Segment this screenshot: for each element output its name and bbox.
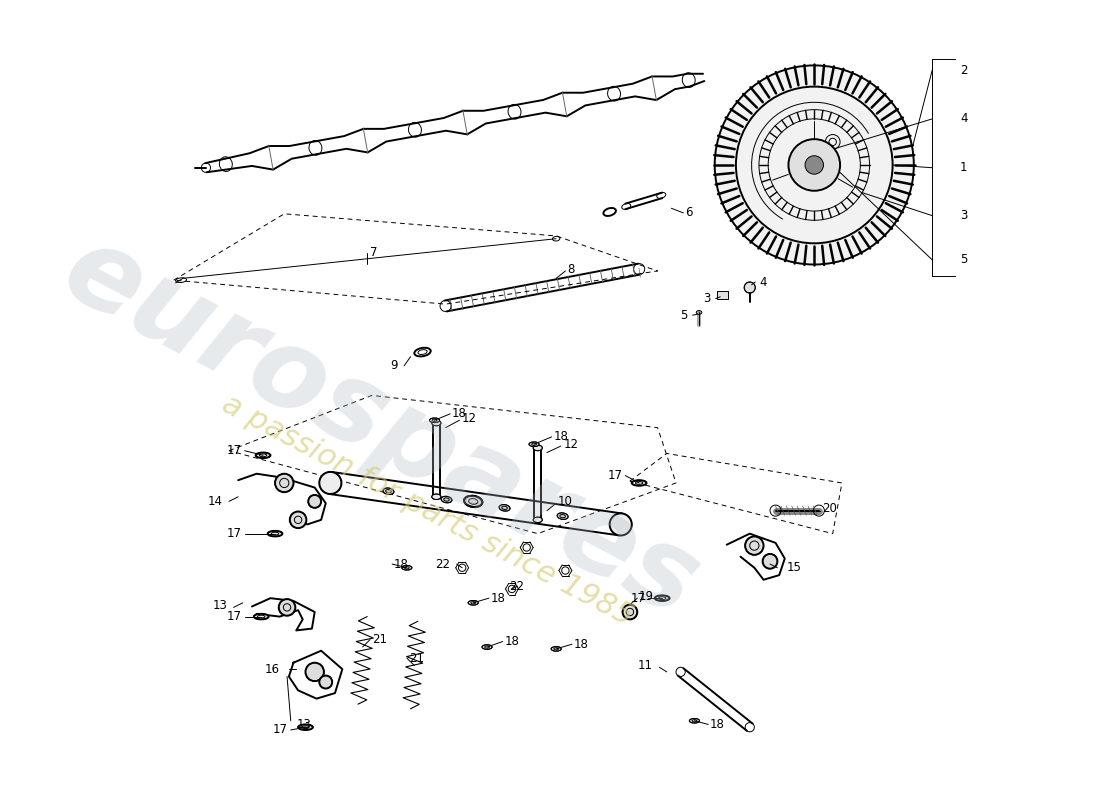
Ellipse shape — [551, 646, 561, 651]
Circle shape — [745, 282, 756, 293]
Text: 21: 21 — [409, 651, 424, 665]
Text: 12: 12 — [563, 438, 579, 450]
Text: 13: 13 — [212, 599, 227, 612]
Ellipse shape — [464, 496, 483, 507]
Text: 11: 11 — [638, 659, 653, 672]
Text: 8: 8 — [568, 262, 574, 276]
Text: 17: 17 — [227, 444, 242, 457]
Text: 14: 14 — [208, 495, 222, 508]
Text: 2: 2 — [960, 63, 967, 77]
Text: 4: 4 — [960, 112, 967, 126]
Text: 17: 17 — [227, 527, 242, 540]
Ellipse shape — [255, 453, 271, 458]
Text: 22: 22 — [509, 580, 524, 593]
Text: 5: 5 — [680, 309, 688, 322]
Text: a passion for parts since 1985: a passion for parts since 1985 — [217, 390, 638, 632]
Circle shape — [278, 599, 295, 616]
Text: 9: 9 — [390, 359, 397, 372]
Text: 20: 20 — [822, 502, 836, 515]
Circle shape — [319, 675, 332, 689]
Ellipse shape — [319, 472, 341, 494]
Text: 22: 22 — [436, 558, 450, 570]
Ellipse shape — [654, 595, 670, 601]
Polygon shape — [716, 291, 727, 298]
Text: 17: 17 — [273, 723, 288, 737]
Ellipse shape — [557, 513, 568, 519]
Ellipse shape — [383, 488, 394, 494]
Text: 17: 17 — [227, 610, 242, 623]
Text: 10: 10 — [558, 495, 573, 508]
Text: 18: 18 — [505, 635, 519, 648]
Text: 18: 18 — [452, 407, 466, 420]
Text: 17: 17 — [630, 592, 646, 605]
Ellipse shape — [529, 442, 539, 446]
Ellipse shape — [469, 601, 478, 605]
Text: 17: 17 — [607, 469, 623, 482]
Text: 18: 18 — [394, 558, 409, 570]
Text: 5: 5 — [960, 254, 967, 266]
Text: 19: 19 — [639, 590, 654, 603]
Circle shape — [745, 537, 763, 555]
Text: 4: 4 — [759, 275, 767, 289]
Text: 15: 15 — [786, 562, 802, 574]
Ellipse shape — [609, 514, 631, 535]
Ellipse shape — [534, 445, 542, 450]
Circle shape — [308, 495, 321, 508]
Ellipse shape — [267, 531, 283, 537]
Text: 1: 1 — [960, 162, 967, 174]
Text: 12: 12 — [462, 412, 477, 425]
Text: 18: 18 — [711, 718, 725, 731]
Text: 18: 18 — [491, 592, 506, 605]
Ellipse shape — [431, 420, 441, 426]
Ellipse shape — [431, 494, 441, 499]
Circle shape — [715, 66, 914, 265]
Ellipse shape — [402, 566, 411, 570]
Circle shape — [789, 139, 840, 190]
Text: 3: 3 — [704, 292, 711, 305]
Circle shape — [762, 554, 778, 569]
Ellipse shape — [631, 480, 647, 486]
Circle shape — [275, 474, 294, 492]
Ellipse shape — [429, 418, 440, 422]
Circle shape — [306, 662, 323, 681]
Text: 3: 3 — [960, 209, 967, 222]
Circle shape — [289, 511, 307, 528]
Ellipse shape — [534, 517, 542, 522]
Ellipse shape — [499, 505, 510, 511]
Ellipse shape — [482, 645, 492, 650]
Text: 13: 13 — [296, 718, 311, 731]
Ellipse shape — [441, 496, 452, 503]
Ellipse shape — [254, 614, 268, 619]
Circle shape — [623, 605, 637, 619]
Text: 21: 21 — [372, 633, 387, 646]
Text: 16: 16 — [265, 662, 279, 676]
Ellipse shape — [298, 725, 312, 730]
Ellipse shape — [690, 718, 700, 723]
Text: 18: 18 — [553, 430, 569, 443]
Circle shape — [805, 156, 824, 174]
Text: eurospares: eurospares — [46, 215, 716, 640]
Text: 18: 18 — [574, 638, 589, 650]
Text: 6: 6 — [685, 206, 693, 219]
Text: 7: 7 — [370, 246, 377, 259]
